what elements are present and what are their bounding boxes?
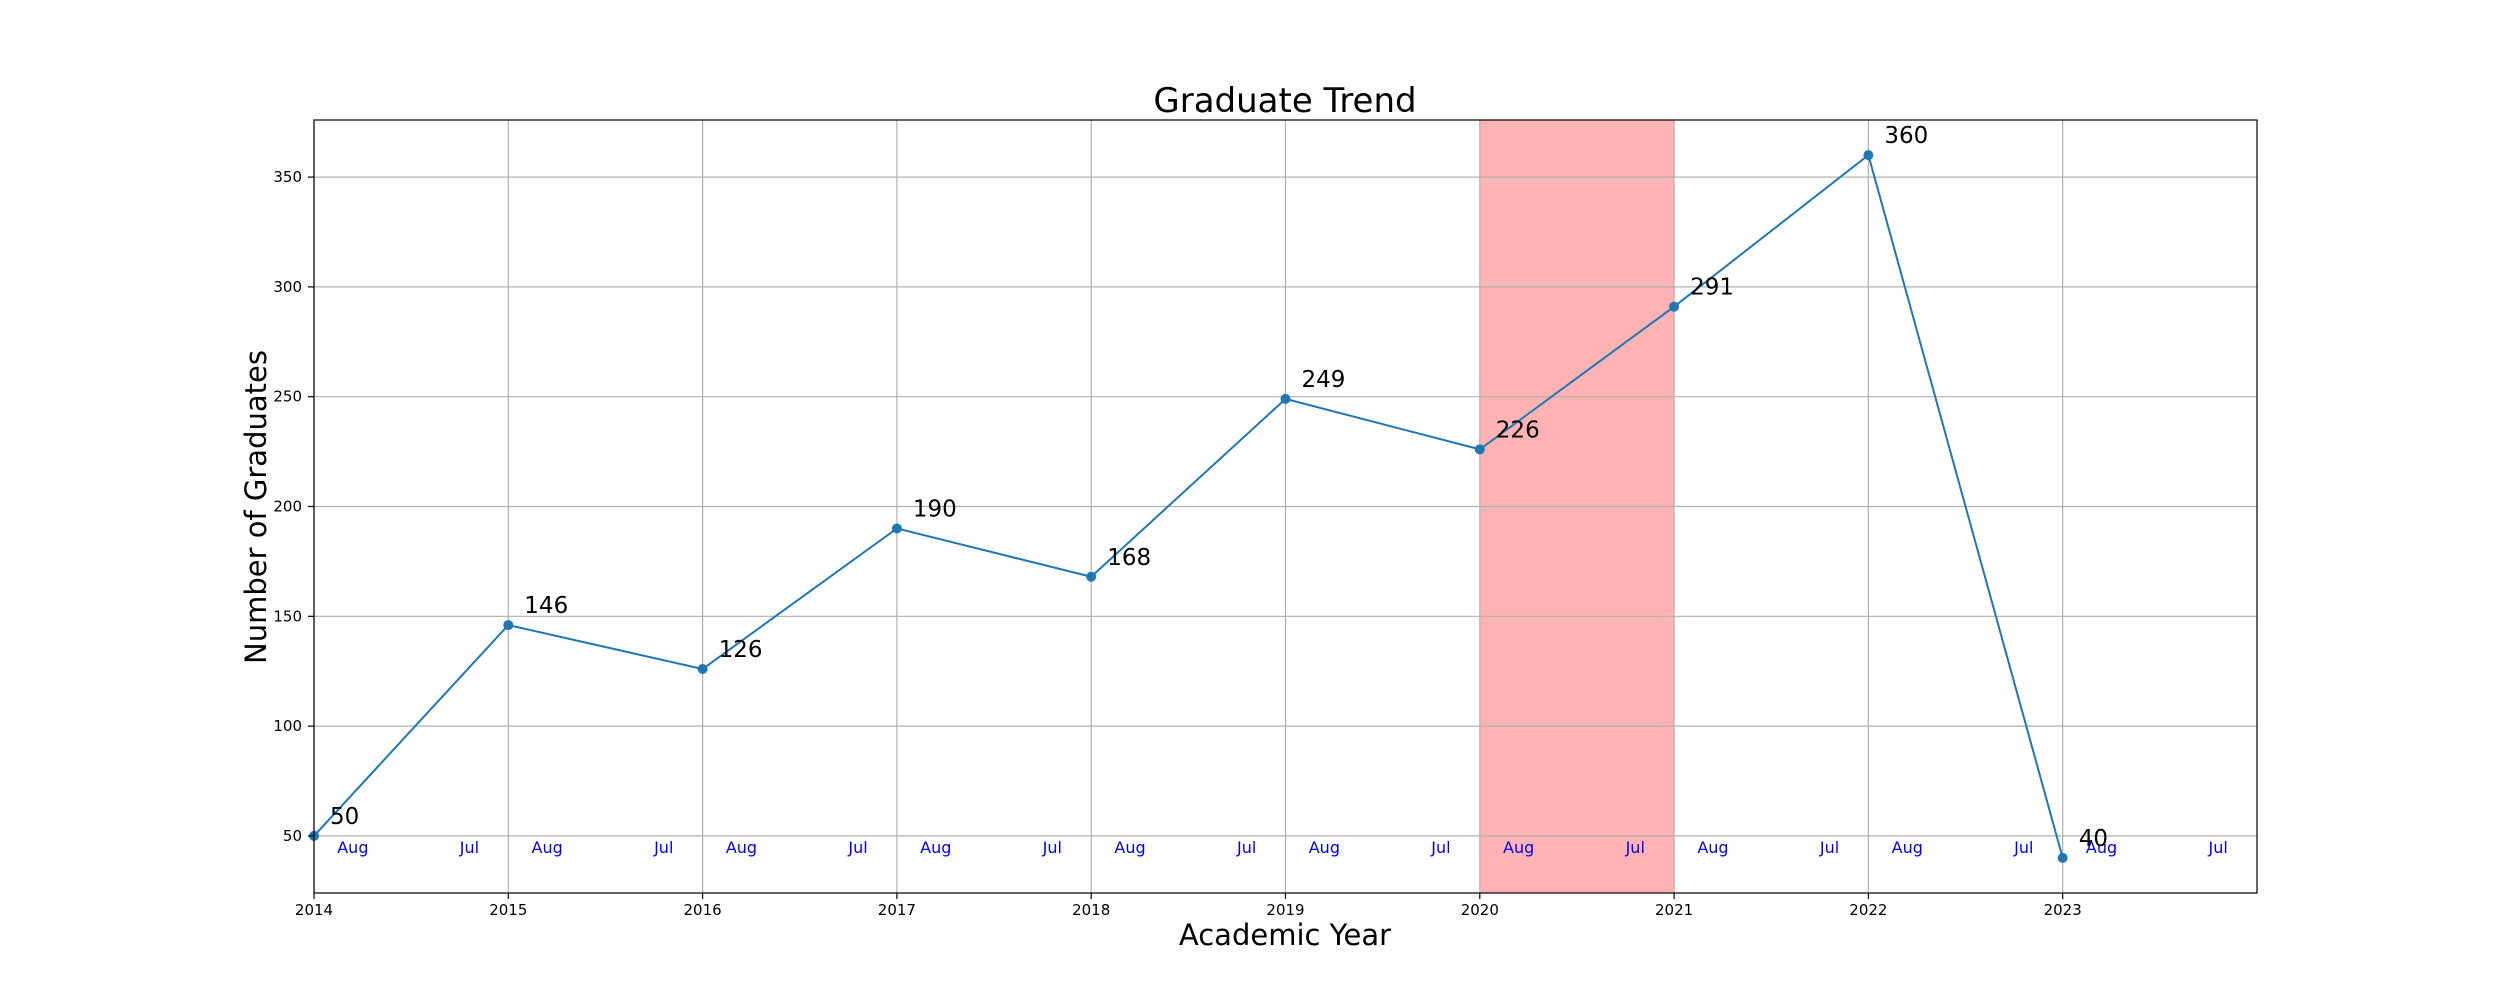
x-tick-label-2021: 2021 [1655, 901, 1693, 919]
month-annotation-layer: Aug Jul Aug Jul Aug Jul Aug Jul Aug Jul Aug Jul Aug J… [337, 838, 2228, 857]
data-labels-layer: 50 146 126 190 168 249 226 291 360 40 [330, 123, 2108, 852]
data-label-2014: 50 [330, 804, 359, 830]
month-annotation-aug: Aug [726, 838, 757, 857]
data-point-2018 [1086, 571, 1097, 582]
data-point-2017 [891, 523, 902, 534]
series-line [313, 153, 2064, 859]
month-annotation-aug: Aug [920, 838, 951, 857]
x-tick-label-2017: 2017 [878, 901, 916, 919]
data-point-2023 [2057, 852, 2068, 863]
data-point-2021 [1669, 301, 1680, 312]
month-annotation-jul: Jul [2013, 838, 2033, 857]
data-label-2019: 249 [1302, 367, 1346, 393]
x-tick-label-2023: 2023 [2044, 901, 2082, 919]
month-annotation-jul: Jul [2207, 838, 2227, 857]
y-tick-label-350: 350 [273, 168, 302, 186]
x-tick-label-2018: 2018 [1072, 901, 1110, 919]
chart-title: Graduate Trend [1153, 81, 1416, 121]
month-annotation-jul: Jul [653, 838, 673, 857]
month-annotation-aug: Aug [337, 838, 368, 857]
data-label-2018: 168 [1107, 545, 1151, 571]
month-annotation-aug: Aug [532, 838, 563, 857]
y-tick-label-200: 200 [273, 498, 302, 516]
data-point-2016 [697, 664, 708, 675]
x-tick-label-2022: 2022 [1849, 901, 1887, 919]
y-tick-label-50: 50 [283, 827, 302, 845]
data-label-2022: 360 [1884, 123, 1928, 149]
y-axis-label: Number of Graduates [239, 350, 273, 664]
month-annotation-jul: Jul [1236, 838, 1256, 857]
x-axis-ticks: 2014 2015 2016 2017 2018 2019 2020 2021 2022 2023 [295, 893, 2082, 919]
data-label-2023: 40 [2079, 826, 2108, 852]
data-point-2022 [1863, 150, 1874, 161]
data-point-2015 [503, 620, 514, 631]
data-point-2019 [1280, 393, 1291, 404]
y-tick-label-250: 250 [273, 388, 302, 406]
month-annotation-jul: Jul [459, 838, 479, 857]
series-line-layer [313, 153, 2064, 859]
month-annotation-aug: Aug [1114, 838, 1145, 857]
y-tick-label-150: 150 [273, 607, 302, 625]
x-tick-label-2014: 2014 [295, 901, 333, 919]
data-points-layer [309, 150, 2068, 863]
y-tick-label-100: 100 [273, 717, 302, 735]
data-label-2021: 291 [1690, 275, 1734, 301]
data-label-2015: 146 [524, 593, 568, 619]
y-axis-ticks: 50 100 150 200 250 300 350 [273, 168, 314, 845]
month-annotation-aug: Aug [1697, 838, 1728, 857]
month-annotation-aug: Aug [1309, 838, 1340, 857]
x-tick-label-2016: 2016 [684, 901, 722, 919]
month-annotation-jul: Jul [1625, 838, 1645, 857]
month-annotation-aug: Aug [1892, 838, 1923, 857]
x-axis-label: Academic Year [1179, 918, 1391, 952]
month-annotation-aug: Aug [1503, 838, 1534, 857]
x-tick-label-2015: 2015 [489, 901, 527, 919]
month-annotation-aug: Aug [2086, 838, 2117, 857]
month-annotation-jul: Jul [1430, 838, 1450, 857]
x-tick-label-2020: 2020 [1461, 901, 1499, 919]
data-label-2017: 190 [913, 496, 957, 522]
data-label-2020: 226 [1496, 417, 1540, 443]
data-point-2020 [1474, 444, 1485, 455]
month-annotation-jul: Jul [1819, 838, 1839, 857]
data-label-2016: 126 [719, 637, 763, 663]
month-annotation-jul: Jul [1042, 838, 1062, 857]
x-tick-label-2019: 2019 [1266, 901, 1304, 919]
grid-layer [313, 120, 2257, 893]
y-tick-label-300: 300 [273, 278, 302, 296]
month-annotation-jul: Jul [847, 838, 867, 857]
